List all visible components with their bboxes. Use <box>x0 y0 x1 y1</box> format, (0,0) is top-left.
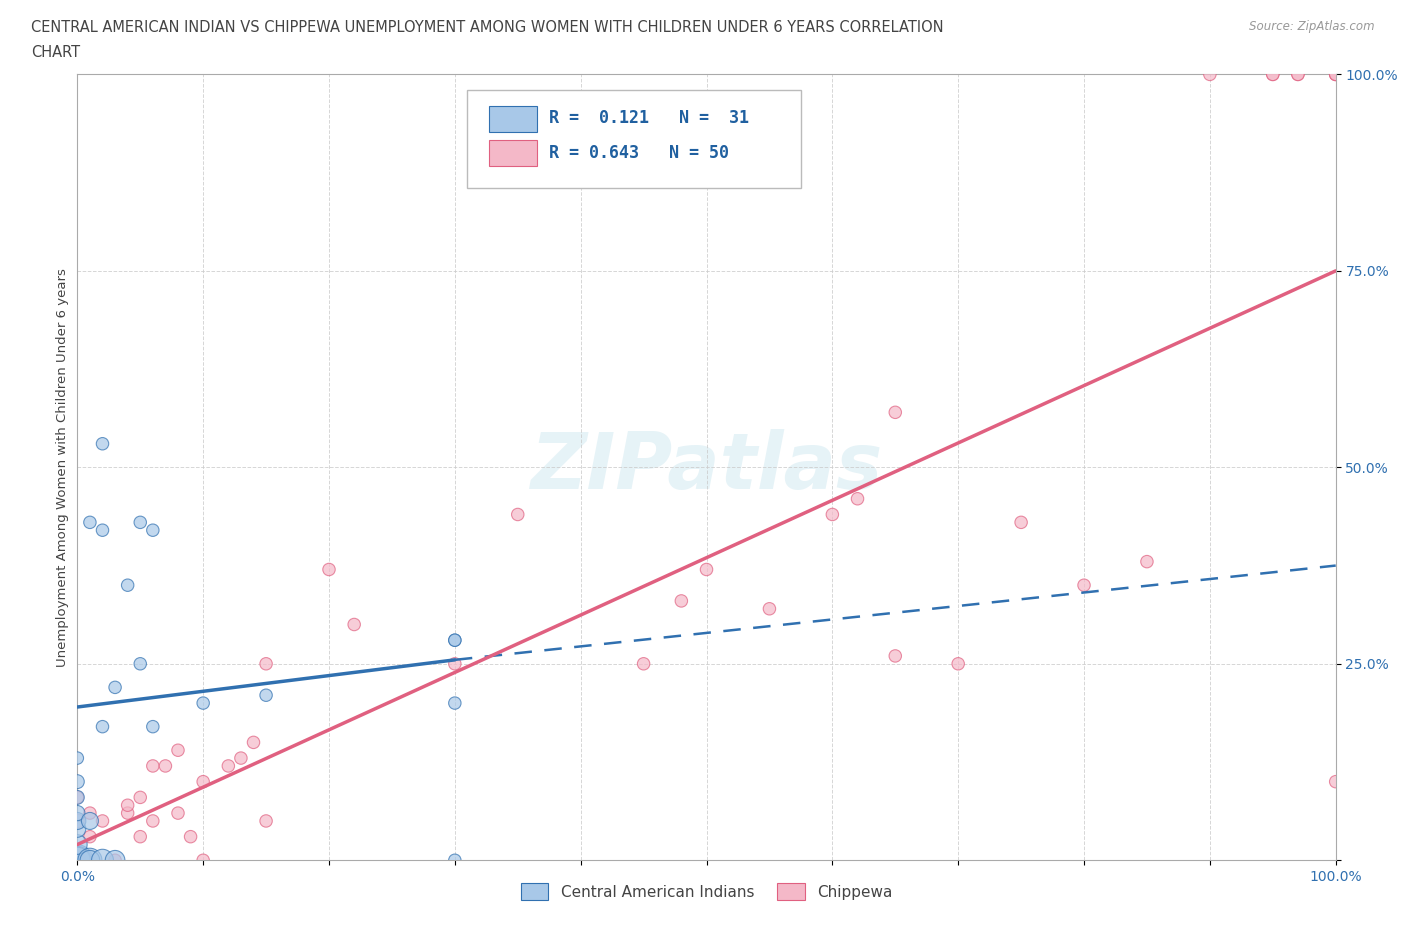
Point <box>1198 67 1220 82</box>
Point <box>129 657 152 671</box>
Point <box>66 790 89 804</box>
Point <box>343 618 366 632</box>
Point <box>444 657 467 671</box>
Point <box>191 774 215 789</box>
Point <box>129 830 152 844</box>
Point <box>79 814 101 829</box>
Point <box>1073 578 1095 592</box>
Point <box>66 837 89 852</box>
Point <box>79 853 101 868</box>
Point <box>129 790 152 804</box>
Point <box>66 751 89 765</box>
Point <box>821 507 844 522</box>
Point <box>155 759 177 774</box>
Point <box>217 759 239 774</box>
Point <box>104 853 127 868</box>
Point <box>884 405 907 419</box>
Point <box>444 632 467 647</box>
Point <box>242 735 264 750</box>
Point <box>1324 67 1347 82</box>
Point <box>671 593 693 608</box>
FancyBboxPatch shape <box>467 90 801 189</box>
Legend: Central American Indians, Chippewa: Central American Indians, Chippewa <box>515 877 898 906</box>
Point <box>66 790 89 804</box>
Point <box>758 602 780 617</box>
Point <box>104 853 127 868</box>
Point <box>254 814 277 829</box>
Point <box>180 830 202 844</box>
Point <box>1324 67 1347 82</box>
Point <box>444 853 467 868</box>
Point <box>66 805 89 820</box>
Point <box>117 578 139 592</box>
Text: CHART: CHART <box>31 45 80 60</box>
Point <box>444 696 467 711</box>
Point <box>1286 67 1309 82</box>
Point <box>66 814 89 829</box>
FancyBboxPatch shape <box>489 106 537 132</box>
Y-axis label: Unemployment Among Women with Children Under 6 years: Unemployment Among Women with Children U… <box>56 268 69 667</box>
Point <box>1010 515 1032 530</box>
Point <box>318 562 340 577</box>
Point <box>66 814 89 829</box>
Point <box>66 853 89 868</box>
Point <box>444 632 467 647</box>
Point <box>91 719 114 734</box>
Point <box>66 853 89 868</box>
Point <box>1261 67 1284 82</box>
Point <box>91 436 114 451</box>
Point <box>696 562 718 577</box>
Text: ZIPatlas: ZIPatlas <box>530 430 883 505</box>
Point <box>254 688 277 703</box>
Point <box>1324 67 1347 82</box>
Point <box>506 507 529 522</box>
Point <box>129 515 152 530</box>
Point <box>79 805 101 820</box>
Point <box>1261 67 1284 82</box>
Text: R = 0.643   N = 50: R = 0.643 N = 50 <box>550 144 730 162</box>
Point <box>79 853 101 868</box>
Point <box>1286 67 1309 82</box>
Point <box>142 759 165 774</box>
Point <box>884 648 907 663</box>
Point <box>66 774 89 789</box>
Text: CENTRAL AMERICAN INDIAN VS CHIPPEWA UNEMPLOYMENT AMONG WOMEN WITH CHILDREN UNDER: CENTRAL AMERICAN INDIAN VS CHIPPEWA UNEM… <box>31 20 943 35</box>
Point <box>91 523 114 538</box>
Point <box>229 751 252 765</box>
Point <box>79 830 101 844</box>
FancyBboxPatch shape <box>489 140 537 166</box>
Point <box>142 719 165 734</box>
Point <box>1136 554 1159 569</box>
Point <box>846 491 869 506</box>
Point <box>117 805 139 820</box>
Point <box>66 821 89 836</box>
Point <box>104 680 127 695</box>
Point <box>142 523 165 538</box>
Point <box>633 657 655 671</box>
Point <box>91 814 114 829</box>
Point <box>191 696 215 711</box>
Point <box>66 853 89 868</box>
Text: R =  0.121   N =  31: R = 0.121 N = 31 <box>550 109 749 126</box>
Point <box>66 853 89 868</box>
Point <box>167 805 190 820</box>
Point <box>191 853 215 868</box>
Text: Source: ZipAtlas.com: Source: ZipAtlas.com <box>1250 20 1375 33</box>
Point <box>1324 774 1347 789</box>
Point <box>948 657 970 671</box>
Point <box>66 853 89 868</box>
Point <box>91 853 114 868</box>
Point <box>167 743 190 758</box>
Point <box>254 657 277 671</box>
Point <box>142 814 165 829</box>
Point <box>117 798 139 813</box>
Point <box>79 515 101 530</box>
